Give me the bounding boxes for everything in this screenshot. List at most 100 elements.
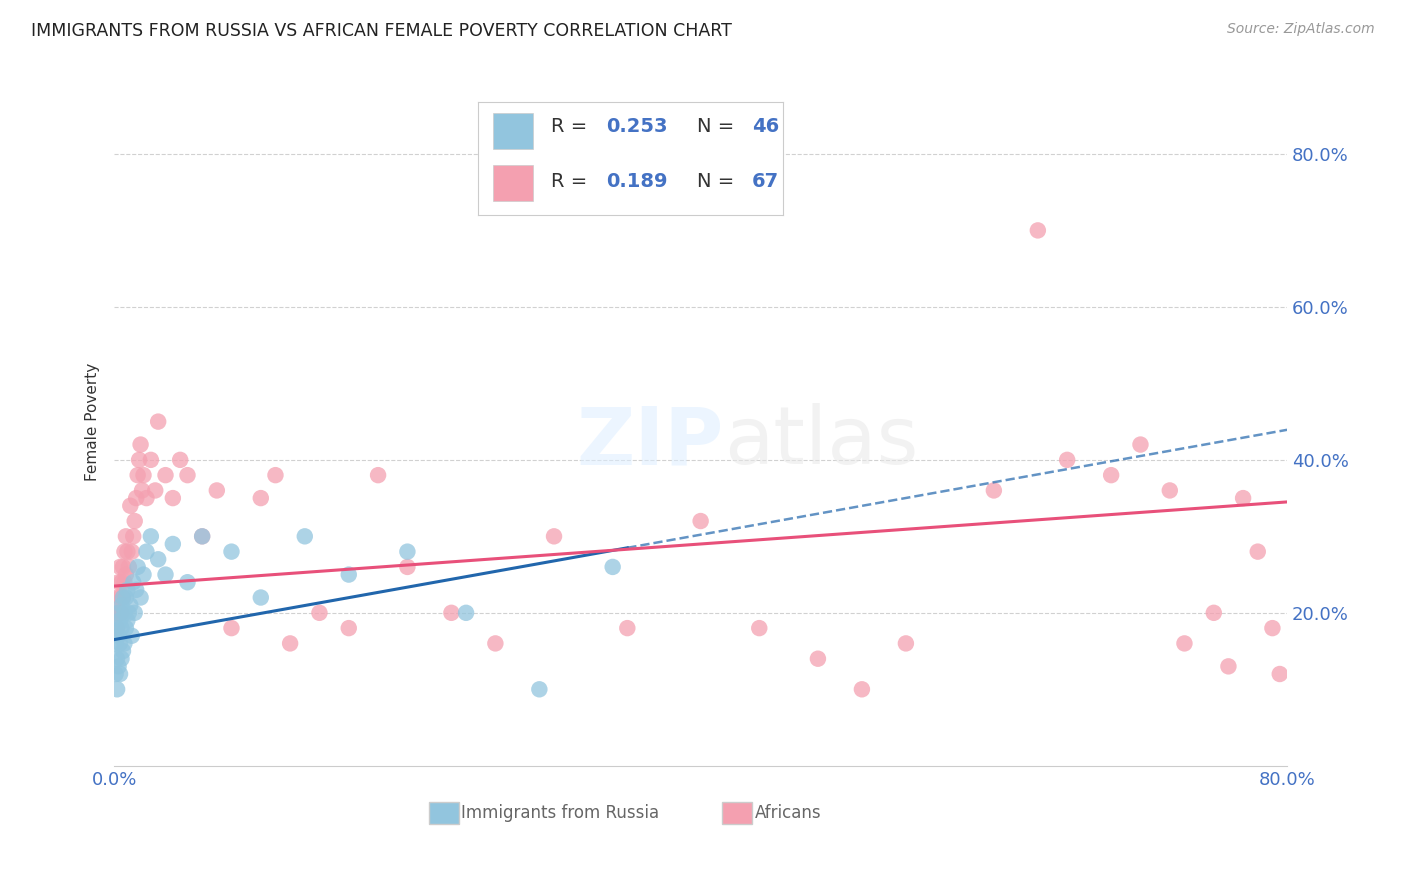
FancyBboxPatch shape xyxy=(429,802,458,823)
Point xyxy=(108,636,131,650)
Point xyxy=(169,453,191,467)
Y-axis label: Female Poverty: Female Poverty xyxy=(86,362,100,481)
Point xyxy=(105,651,128,665)
Point xyxy=(1026,223,1049,237)
Point xyxy=(108,591,131,605)
Point xyxy=(162,537,184,551)
Point xyxy=(135,544,157,558)
Point xyxy=(110,651,132,665)
Point xyxy=(128,453,150,467)
Text: Source: ZipAtlas.com: Source: ZipAtlas.com xyxy=(1227,22,1375,37)
Point xyxy=(125,582,148,597)
Point xyxy=(114,636,136,650)
Point xyxy=(602,560,624,574)
Point xyxy=(129,591,152,605)
Point xyxy=(221,544,243,558)
Point xyxy=(120,499,142,513)
Point xyxy=(110,598,132,612)
Point xyxy=(110,575,132,590)
Point xyxy=(484,636,506,650)
Point xyxy=(1202,606,1225,620)
Point xyxy=(125,491,148,505)
Point xyxy=(121,629,143,643)
Point xyxy=(111,591,134,605)
Point xyxy=(983,483,1005,498)
Point xyxy=(337,621,360,635)
Point xyxy=(689,514,711,528)
Point xyxy=(105,621,128,635)
Point xyxy=(454,606,477,620)
Point xyxy=(155,468,177,483)
Point xyxy=(111,560,134,574)
Point xyxy=(308,606,330,620)
Point xyxy=(1232,491,1254,505)
Point xyxy=(127,560,149,574)
Point xyxy=(1129,437,1152,451)
Point xyxy=(108,614,131,628)
Point xyxy=(104,606,127,620)
Point xyxy=(162,491,184,505)
Point xyxy=(115,621,138,635)
Point xyxy=(396,544,419,558)
Point xyxy=(176,575,198,590)
Point xyxy=(110,606,132,620)
Point xyxy=(105,591,128,605)
Point xyxy=(124,514,146,528)
Point xyxy=(155,567,177,582)
Point xyxy=(176,468,198,483)
Point xyxy=(337,567,360,582)
Point xyxy=(104,667,127,681)
Text: IMMIGRANTS FROM RUSSIA VS AFRICAN FEMALE POVERTY CORRELATION CHART: IMMIGRANTS FROM RUSSIA VS AFRICAN FEMALE… xyxy=(31,22,731,40)
Point xyxy=(115,591,138,605)
Point xyxy=(221,621,243,635)
Point xyxy=(1056,453,1078,467)
Point xyxy=(1268,667,1291,681)
Point xyxy=(117,582,139,597)
Point xyxy=(1099,468,1122,483)
Point xyxy=(111,644,134,658)
Point xyxy=(121,544,143,558)
Point xyxy=(124,606,146,620)
Point xyxy=(127,468,149,483)
Text: ZIP: ZIP xyxy=(576,403,724,482)
Point xyxy=(529,682,551,697)
Point xyxy=(1247,544,1270,558)
FancyBboxPatch shape xyxy=(721,802,752,823)
Point xyxy=(117,544,139,558)
Point xyxy=(139,453,162,467)
Point xyxy=(108,667,131,681)
Point xyxy=(107,575,129,590)
Point xyxy=(1173,636,1195,650)
Point xyxy=(107,606,129,620)
Point xyxy=(129,437,152,451)
Point xyxy=(114,606,136,620)
Point xyxy=(110,621,132,635)
Point xyxy=(115,567,138,582)
Point xyxy=(118,606,141,620)
Point xyxy=(543,529,565,543)
Point xyxy=(135,491,157,505)
Point xyxy=(249,591,271,605)
Point xyxy=(367,468,389,483)
Point xyxy=(1218,659,1240,673)
Point xyxy=(105,682,128,697)
Point xyxy=(1261,621,1284,635)
Point xyxy=(1159,483,1181,498)
Point xyxy=(118,560,141,574)
Point xyxy=(894,636,917,650)
Point xyxy=(114,544,136,558)
Point xyxy=(264,468,287,483)
Text: atlas: atlas xyxy=(724,403,918,482)
Point xyxy=(105,621,128,635)
Point xyxy=(114,575,136,590)
Point xyxy=(108,560,131,574)
Point xyxy=(107,659,129,673)
Text: Africans: Africans xyxy=(755,804,821,822)
Point xyxy=(122,529,145,543)
Point xyxy=(748,621,770,635)
Point xyxy=(117,614,139,628)
Text: Immigrants from Russia: Immigrants from Russia xyxy=(461,804,659,822)
Point xyxy=(205,483,228,498)
Point xyxy=(139,529,162,543)
Point xyxy=(396,560,419,574)
